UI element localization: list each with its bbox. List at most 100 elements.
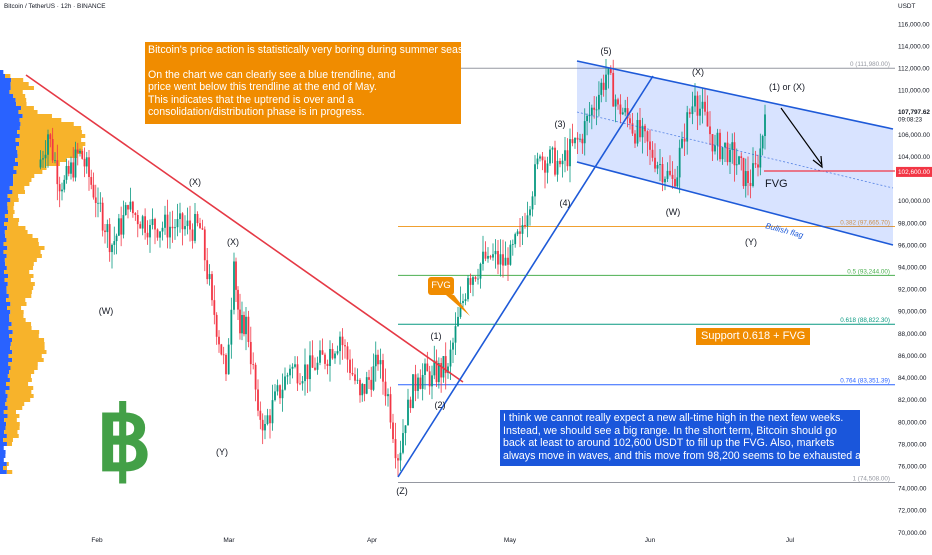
volume-profile-bar	[4, 242, 39, 246]
candle-body	[620, 104, 622, 114]
candle-body	[269, 415, 271, 423]
volume-profile-bar	[0, 358, 12, 362]
candle-body	[187, 221, 189, 227]
candle-body	[123, 215, 125, 235]
price-tick-label: 72,000.00	[898, 508, 927, 515]
candle-body	[75, 150, 77, 178]
candle-body	[676, 177, 678, 186]
candle-body	[727, 143, 729, 162]
volume-profile-bar	[0, 130, 17, 134]
candle-body	[149, 225, 151, 237]
symbol-header: Bitcoin / TetherUS · 12h · BINANCE	[4, 3, 105, 10]
volume-profile-bar	[4, 222, 18, 226]
candle-body	[662, 164, 664, 182]
volume-profile-bar	[0, 314, 9, 318]
candle-body	[410, 400, 412, 408]
note-top: Bitcoin's price action is statistically …	[145, 42, 461, 124]
candle-body	[584, 121, 586, 143]
candle-body	[342, 337, 344, 345]
volume-profile-bar	[0, 78, 11, 82]
volume-profile-bar	[8, 406, 23, 410]
countdown-label: 09:08:23	[898, 116, 923, 123]
candle-body	[684, 139, 686, 142]
candle-body	[202, 228, 204, 229]
volume-profile-bar	[3, 466, 7, 470]
candle-body	[567, 150, 569, 166]
fvg-callout: FVG	[428, 277, 454, 295]
time-tick-label: Mar	[223, 537, 235, 544]
candle-body	[480, 264, 482, 279]
volume-profile-bar	[16, 102, 26, 106]
volume-profile-bar	[8, 362, 37, 366]
volume-profile-bar	[13, 174, 34, 178]
candle-body	[679, 148, 681, 178]
volume-profile-bar	[0, 194, 8, 198]
candle-body	[104, 231, 106, 233]
candle-body	[243, 315, 245, 334]
volume-profile-bar	[0, 90, 9, 94]
candle-body	[692, 106, 694, 114]
candle-body	[667, 171, 669, 179]
volume-profile-bar	[10, 346, 44, 350]
volume-profile-bar	[5, 234, 32, 238]
candle-body	[603, 83, 605, 90]
volume-profile-bar	[0, 458, 4, 462]
candle-body	[539, 156, 541, 158]
volume-profile-bar	[0, 94, 13, 98]
candle-body	[127, 205, 129, 209]
candle-body	[475, 277, 477, 279]
candle-body	[241, 315, 243, 333]
volume-profile-bar	[0, 206, 7, 210]
candle-body	[740, 156, 742, 158]
volume-profile-bar	[7, 206, 13, 210]
candle-body	[262, 420, 264, 431]
note-top-line: On the chart we can clearly see a blue t…	[148, 69, 461, 82]
candle-body	[354, 374, 356, 380]
volume-profile-bar	[0, 446, 4, 450]
candle-body	[192, 229, 194, 240]
volume-profile-bar	[5, 214, 13, 218]
candle-body	[622, 112, 624, 114]
candle-body	[390, 394, 392, 422]
volume-profile-bar	[7, 226, 25, 230]
candle-body	[377, 355, 379, 365]
volume-profile-bar	[12, 338, 44, 342]
volume-profile-bar	[0, 286, 6, 290]
candle-body	[77, 150, 79, 153]
volume-profile-bar	[0, 302, 10, 306]
candle-body	[132, 202, 134, 213]
wave-label: (5)	[601, 46, 612, 56]
candle-body	[102, 203, 104, 231]
candle-body	[697, 96, 699, 116]
candle-body	[169, 227, 171, 238]
candle-body	[322, 350, 324, 354]
candle-body	[642, 126, 644, 137]
candle-body	[317, 363, 319, 370]
volume-profile-bar	[0, 186, 10, 190]
volume-profile-bar	[0, 142, 19, 146]
candle-body	[598, 95, 600, 110]
volume-profile-bar	[13, 330, 39, 334]
candle-body	[228, 345, 230, 375]
volume-profile-bar	[6, 422, 20, 426]
volume-profile-bar	[12, 190, 25, 194]
candle-body	[517, 231, 519, 234]
volume-profile-bar	[0, 70, 3, 74]
candle-body	[747, 171, 749, 183]
candle-body	[407, 400, 409, 426]
candle-body	[327, 364, 329, 366]
candle-body	[417, 378, 419, 391]
candle-body	[424, 364, 426, 375]
time-tick-label: Feb	[91, 537, 103, 544]
candle-body	[304, 364, 306, 381]
candle-body	[669, 171, 671, 175]
volume-profile-bar	[0, 410, 4, 414]
candle-body	[339, 337, 341, 351]
candle-body	[218, 337, 220, 345]
candle-body	[289, 369, 291, 376]
volume-profile-bar	[18, 110, 37, 114]
volume-profile-bar	[0, 74, 5, 78]
volume-profile-bar	[0, 218, 8, 222]
